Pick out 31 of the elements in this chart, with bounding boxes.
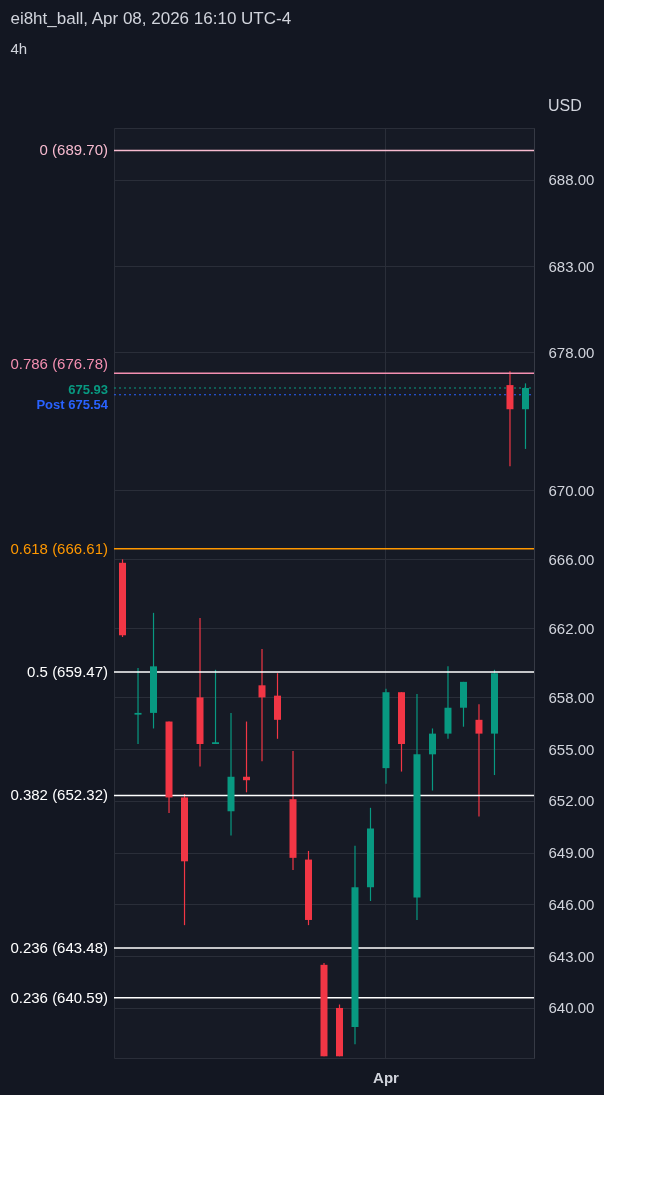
- text: USD: [548, 97, 582, 114]
- y-tick-label: 655.00: [548, 740, 595, 758]
- candlestick: [428, 727, 436, 792]
- ref-line-label: 0.786 (676.78): [10, 355, 108, 373]
- y-tick-label: 658.00: [548, 688, 595, 706]
- y-tick-label: 643.00: [548, 947, 595, 965]
- candlestick: [212, 669, 220, 745]
- chart-subtitle: 4h: [10, 40, 28, 57]
- y-tick-label: 666.00: [548, 550, 595, 568]
- candlestick: [258, 648, 266, 762]
- ref-line-label: 0.236 (643.48): [10, 938, 108, 956]
- y-tick-label: 670.00: [548, 481, 595, 499]
- chart-title: ei8ht_ball, Apr 08, 2026 16:10 UTC-4: [10, 9, 292, 28]
- ref-line-label: 675.93: [68, 382, 108, 398]
- candlestick: [475, 703, 483, 818]
- y-tick-label: 640.00: [548, 999, 595, 1017]
- ref-line-label: Post 675.54: [36, 396, 109, 412]
- y-tick-label: 678.00: [548, 343, 595, 361]
- candlestick: [134, 667, 142, 745]
- y-tick-label: 652.00: [548, 792, 595, 810]
- y-tick-label: 646.00: [548, 895, 595, 913]
- x-tick-label: Apr: [373, 1068, 400, 1086]
- y-tick-label: 688.00: [548, 171, 595, 189]
- ref-line-label: 0.382 (652.32): [10, 786, 108, 804]
- ref-line-label: 0.236 (640.59): [10, 988, 108, 1006]
- ref-line-label: 0 (689.70): [39, 141, 108, 159]
- ref-line-label: 0.618 (666.61): [10, 539, 108, 557]
- y-tick-label: 662.00: [548, 619, 595, 637]
- ref-line-label: 0.5 (659.47): [27, 663, 108, 681]
- y-tick-label: 683.00: [548, 257, 595, 275]
- y-tick-label: 649.00: [548, 844, 595, 862]
